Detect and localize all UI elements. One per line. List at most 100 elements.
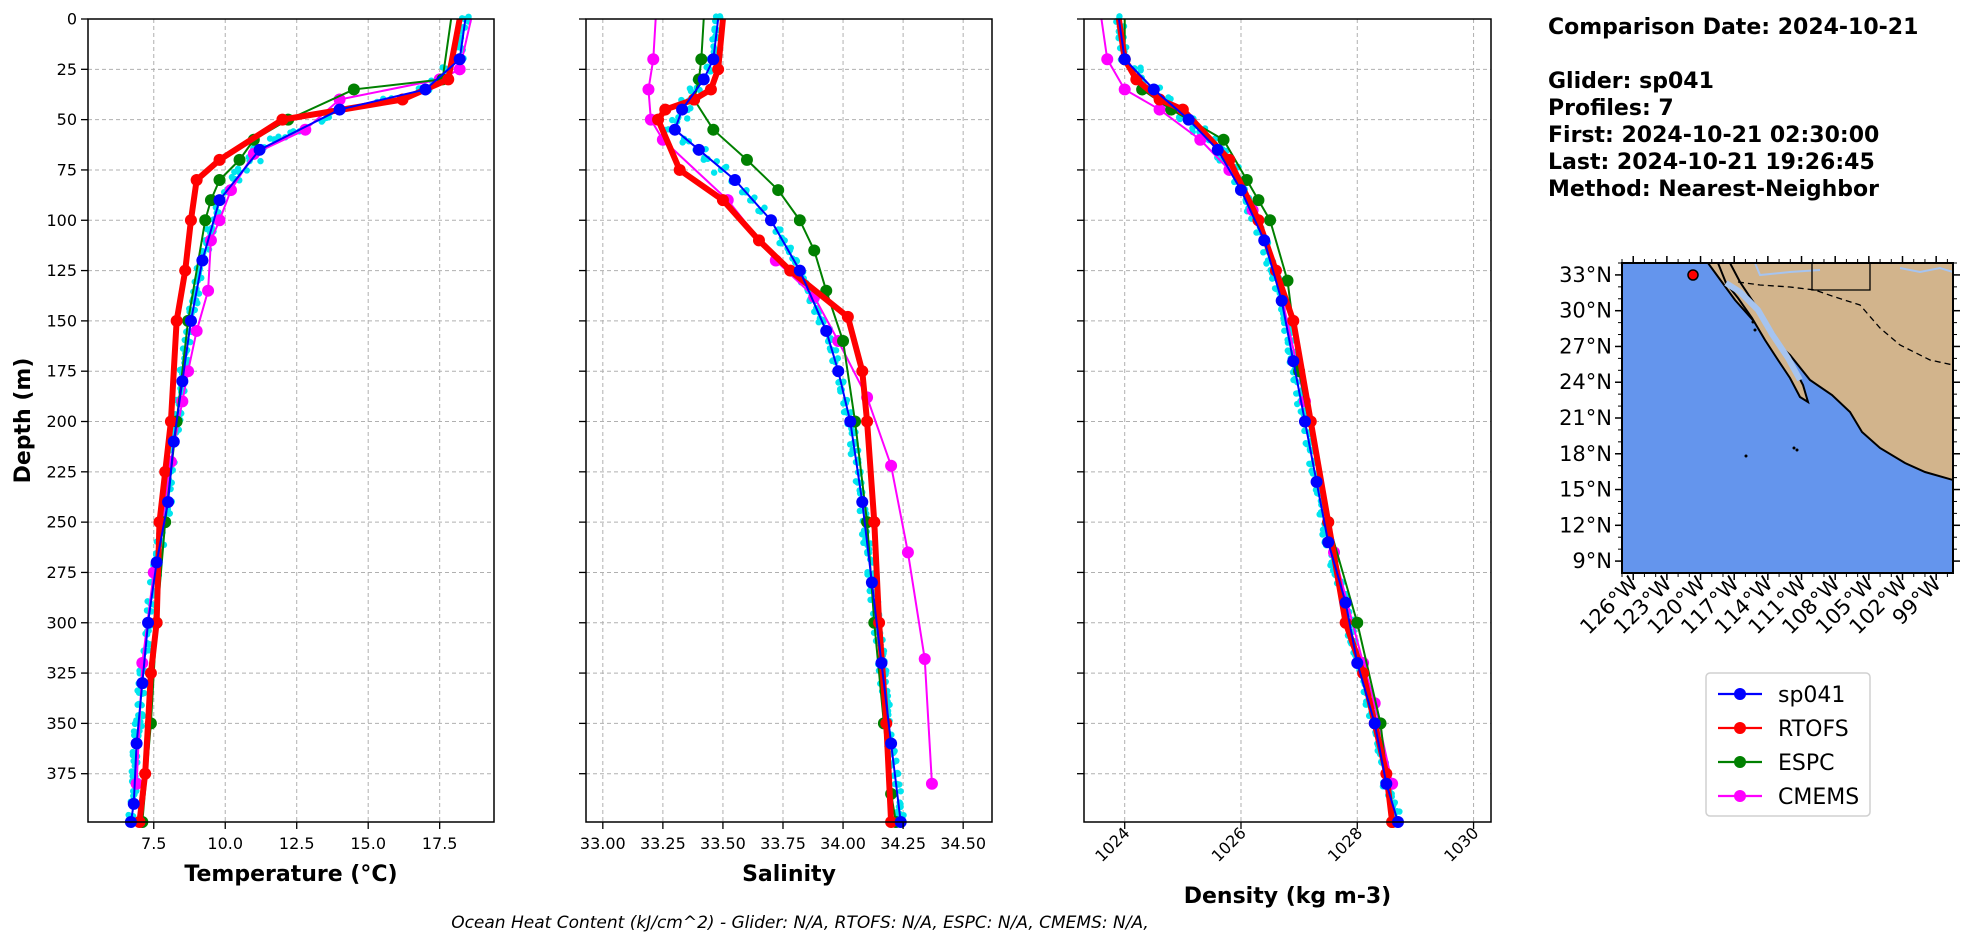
x-tick-label: 34.25: [880, 834, 926, 853]
data-point: [142, 616, 155, 629]
data-point: [901, 546, 914, 559]
data-point: [837, 335, 850, 348]
x-tick-label: 33.00: [580, 834, 626, 853]
series-points-sp041: [1118, 53, 1404, 828]
series-line-rtofs: [136, 18, 463, 823]
us-border: [1811, 263, 1871, 291]
legend-box: [1705, 672, 1871, 817]
lake: [1899, 266, 1953, 274]
info-panel: Comparison Date: 2024-10-21 Glider: sp04…: [1548, 14, 1918, 203]
data-point: [153, 516, 166, 529]
data-point: [136, 657, 149, 670]
data-point: [190, 324, 203, 337]
data-point: [224, 184, 237, 197]
data-point: [676, 103, 689, 116]
glider-raw-point: [668, 116, 676, 124]
ocean-heat-content-note: Ocean Heat Content (kJ/cm^2) - Glider: N…: [451, 913, 1149, 933]
data-point: [179, 264, 192, 277]
data-point: [196, 254, 209, 267]
x-axis-label: Density (kg m-3): [1184, 884, 1392, 909]
glider-raw-point: [815, 318, 822, 326]
data-point: [918, 652, 931, 665]
axes-frame: [1083, 18, 1492, 823]
data-point: [150, 556, 163, 569]
y-tick-label: 225: [46, 462, 77, 481]
location-map: 33°N30°N27°N24°N21°N18°N15°N12°N9°N126°W…: [1559, 256, 1960, 639]
data-point: [164, 415, 177, 428]
data-point: [453, 53, 466, 66]
y-axis-label: Depth (m): [11, 358, 36, 484]
data-point: [856, 365, 869, 378]
data-point: [213, 174, 226, 187]
data-point: [213, 194, 226, 207]
data-point: [697, 73, 710, 86]
data-point: [793, 264, 806, 277]
glider-raw-point: [131, 732, 138, 739]
last-time: Last: 2024-10-21 19:26:45: [1548, 150, 1875, 175]
glider-raw-point: [166, 510, 173, 517]
series-points-rtofs: [1118, 53, 1399, 828]
y-tick-label: 25: [57, 60, 77, 79]
x-tick-label: 10.0: [207, 834, 243, 853]
data-point: [820, 324, 833, 337]
data-point: [880, 717, 893, 730]
data-point: [873, 616, 886, 629]
legend-swatch-marker: [1734, 688, 1746, 700]
data-point: [1118, 53, 1131, 66]
data-point: [1281, 274, 1294, 287]
data-point: [1194, 133, 1207, 146]
legend-label: CMEMS: [1778, 785, 1859, 810]
data-point: [1153, 103, 1166, 116]
data-point: [716, 194, 729, 207]
legend-label: ESPC: [1778, 751, 1835, 776]
data-point: [707, 53, 720, 66]
series-line-cmems: [647, 18, 933, 784]
x-tick-label: 7.5: [141, 834, 166, 853]
data-point: [1258, 234, 1271, 247]
data-point: [1182, 113, 1195, 126]
data-point: [204, 194, 217, 207]
data-point: [1211, 143, 1224, 156]
data-point: [1147, 83, 1160, 96]
glider-raw-point: [684, 115, 691, 122]
x-tick-label: 33.50: [700, 834, 746, 853]
x-tick-label: 1030: [1440, 823, 1482, 865]
glider-raw-point: [257, 157, 264, 165]
data-point: [1368, 717, 1381, 730]
glider-raw-point: [832, 347, 840, 354]
glider-raw-point: [846, 441, 854, 448]
legend: sp041 RTOFS ESPC CMEMS: [1705, 672, 1871, 817]
x-tick-label: 33.75: [760, 834, 806, 853]
data-point: [885, 737, 898, 750]
data-point: [1339, 596, 1352, 609]
glider-raw-point: [1116, 13, 1123, 20]
data-point: [419, 83, 432, 96]
data-point: [728, 174, 741, 187]
comparison-date: Comparison Date: 2024-10-21: [1548, 15, 1919, 40]
glider-raw-point: [1302, 440, 1309, 447]
data-point: [1130, 73, 1143, 86]
land-baja-california: [1716, 263, 1810, 405]
data-point: [707, 123, 720, 136]
glider-raw-point: [1281, 327, 1288, 334]
x-tick-label: 34.50: [940, 834, 986, 853]
y-tick-label: 175: [46, 362, 77, 381]
data-point: [176, 375, 189, 388]
data-point: [642, 83, 655, 96]
data-point: [764, 214, 777, 227]
data-point: [276, 113, 289, 126]
glider-raw-point: [852, 478, 860, 485]
glider-raw-point: [717, 166, 725, 174]
data-point: [1275, 294, 1288, 307]
data-point: [136, 677, 149, 690]
y-tick-label: 250: [46, 513, 77, 532]
profiles-count: Profiles: 7: [1548, 96, 1674, 121]
data-point: [885, 459, 898, 472]
y-tick-label: 325: [46, 664, 77, 683]
data-point: [190, 174, 203, 187]
glider-name: Glider: sp041: [1548, 69, 1714, 94]
series-line-rtofs: [1115, 18, 1396, 823]
series-points-sp041: [668, 53, 907, 828]
y-tick-label: 200: [46, 412, 77, 431]
